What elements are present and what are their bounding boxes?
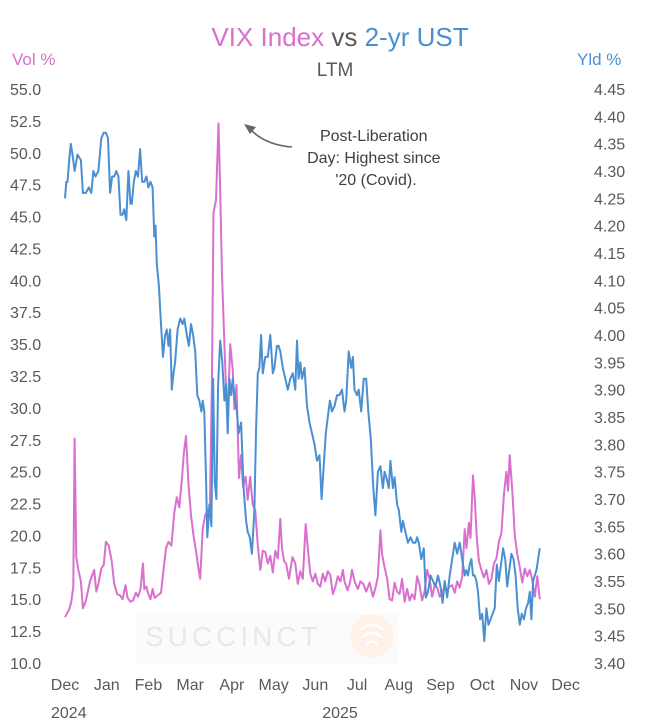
series-line-vix-index <box>64 122 541 618</box>
y-left-tick: 42.5 <box>10 241 41 258</box>
watermark-text: SUCCINCT <box>145 621 322 652</box>
annotation-line-2: Day: Highest since <box>307 150 440 167</box>
y-right-tick: 4.40 <box>594 109 625 126</box>
y-right-tick: 3.90 <box>594 383 625 400</box>
y-left-tick: 22.5 <box>10 497 41 514</box>
title-vs: vs <box>324 22 364 52</box>
y-right-tick: 4.15 <box>594 246 625 263</box>
y-right-tick: 3.60 <box>594 547 625 564</box>
y-left-tick: 15.0 <box>10 592 41 609</box>
y-left-ticks: 55.0 52.5 50.0 47.5 45.0 42.5 40.0 37.5 35.0 32.5… <box>10 82 41 673</box>
y-right-tick: 3.55 <box>594 574 625 591</box>
x-tick: May <box>258 677 288 694</box>
watermark: SUCCINCT <box>136 614 398 664</box>
y-right-tick: 4.35 <box>594 137 625 154</box>
y-right-tick: 4.05 <box>594 301 625 318</box>
y-right-tick: 3.50 <box>594 601 625 618</box>
y-right-tick: 4.10 <box>594 273 625 290</box>
y-right-tick: 3.75 <box>594 465 625 482</box>
y-left-tick: 47.5 <box>10 178 41 195</box>
x-ticks: Dec Jan Feb Mar Apr May Jun Jul Aug Sep Oct Nov Dec <box>51 677 580 694</box>
y-right-tick: 4.30 <box>594 164 625 181</box>
y-left-tick: 55.0 <box>10 82 41 99</box>
watermark-logo-icon <box>350 614 394 658</box>
y-left-tick: 45.0 <box>10 210 41 227</box>
title-ust: 2-yr UST <box>365 22 469 52</box>
y-right-tick: 3.85 <box>594 410 625 427</box>
series-line-2-yr-ust <box>64 131 541 643</box>
year-label: 2025 <box>322 705 358 722</box>
x-tick: Oct <box>470 677 495 694</box>
annotation-text: Post-Liberation Day: Highest since '20 (… <box>307 128 445 189</box>
year-label: 2024 <box>51 705 87 722</box>
title-vix: VIX Index <box>211 22 324 52</box>
x-tick: Sep <box>426 677 455 694</box>
annotation-line-3: '20 (Covid). <box>335 172 416 189</box>
y-left-tick: 20.0 <box>10 528 41 545</box>
y-left-tick: 17.5 <box>10 560 41 577</box>
x-tick: Nov <box>510 677 538 694</box>
x-tick: Feb <box>135 677 163 694</box>
y-right-tick: 3.40 <box>594 656 625 673</box>
x-tick: Jul <box>347 677 367 694</box>
y-left-tick: 27.5 <box>10 433 41 450</box>
y-right-tick: 4.25 <box>594 191 625 208</box>
x-tick: Dec <box>551 677 579 694</box>
y-left-tick: 10.0 <box>10 656 41 673</box>
year-labels: 2024 2025 <box>51 705 358 722</box>
y-left-tick: 50.0 <box>10 146 41 163</box>
chart-title: VIX Index vs 2-yr UST <box>211 22 468 52</box>
y-left-tick: 25.0 <box>10 465 41 482</box>
annotation: Post-Liberation Day: Highest since '20 (… <box>244 124 445 189</box>
y-right-label: Yld % <box>577 50 621 69</box>
y-left-tick: 35.0 <box>10 337 41 354</box>
x-tick: Dec <box>51 677 79 694</box>
x-tick: Aug <box>385 677 413 694</box>
y-right-tick: 4.20 <box>594 219 625 236</box>
x-tick: Mar <box>176 677 204 694</box>
y-left-tick: 37.5 <box>10 305 41 322</box>
y-right-tick: 3.65 <box>594 519 625 536</box>
annotation-arrowhead <box>244 124 256 134</box>
x-tick: Apr <box>219 677 245 694</box>
y-right-tick: 3.45 <box>594 629 625 646</box>
series-lines <box>64 122 541 643</box>
y-left-tick: 32.5 <box>10 369 41 386</box>
x-tick: Jun <box>302 677 328 694</box>
y-left-tick: 52.5 <box>10 114 41 131</box>
y-left-tick: 30.0 <box>10 401 41 418</box>
y-right-tick: 3.95 <box>594 355 625 372</box>
y-right-tick: 4.45 <box>594 82 625 99</box>
y-right-tick: 3.80 <box>594 437 625 454</box>
y-left-tick: 12.5 <box>10 624 41 641</box>
annotation-line-1: Post-Liberation <box>320 128 428 145</box>
y-left-tick: 40.0 <box>10 273 41 290</box>
annotation-arrow <box>249 128 293 148</box>
y-right-tick: 4.00 <box>594 328 625 345</box>
chart-subtitle: LTM <box>317 60 354 81</box>
x-tick: Jan <box>94 677 120 694</box>
y-right-tick: 3.70 <box>594 492 625 509</box>
y-right-ticks: 4.45 4.40 4.35 4.30 4.25 4.20 4.15 4.10 4.05 4.00… <box>594 82 625 673</box>
y-left-label: Vol % <box>12 50 55 69</box>
